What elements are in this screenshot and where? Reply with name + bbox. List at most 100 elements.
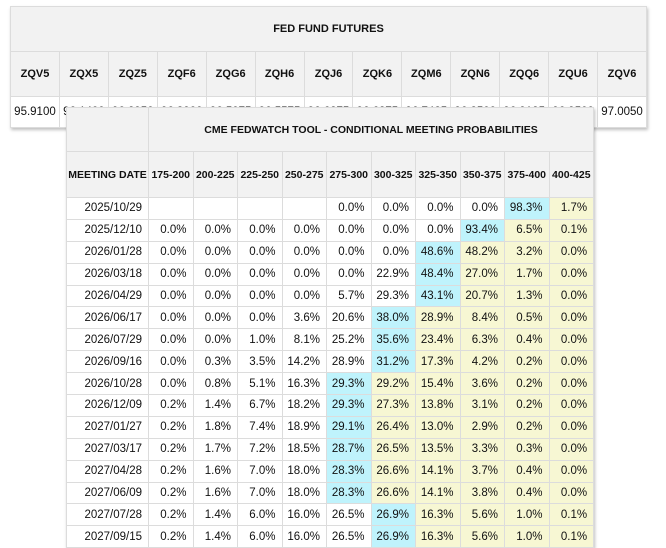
bucket-header: 200-225: [192, 151, 238, 198]
probability-cell: 0.0%: [192, 262, 238, 286]
probability-cell: 6.5%: [504, 218, 550, 242]
probability-cell: 0.0%: [548, 459, 595, 483]
probability-cell: 20.7%: [459, 284, 505, 308]
table-row: 2026/10/28 0.0% 0.8% 5.1% 16.3% 29.3% 29.2% 15.…: [66, 372, 595, 396]
probability-cell: 0.0%: [548, 394, 595, 417]
probability-cell: 0.0%: [281, 240, 327, 264]
probability-cell: 1.6%: [192, 459, 238, 483]
bucket-header: 300-325: [370, 151, 416, 198]
meeting-date: 2026/12/09: [66, 394, 149, 417]
probability-cell: 0.0%: [326, 240, 372, 264]
probability-cell: 15.4%: [415, 372, 461, 396]
probability-cell: 29.1%: [326, 415, 372, 439]
probability-cell: 16.3%: [281, 372, 327, 396]
bucket-header: 225-250: [237, 151, 283, 198]
probability-cell: 7.0%: [237, 459, 283, 483]
probability-cell: 0.3%: [504, 437, 550, 461]
probability-cell: 0.0%: [370, 197, 416, 220]
probability-cell: 0.0%: [192, 306, 238, 330]
futures-code: ZQF6: [156, 51, 207, 97]
probability-cell: 23.4%: [415, 328, 461, 352]
probability-cell: [148, 197, 194, 220]
probability-cell: 0.5%: [504, 306, 550, 330]
probability-cell: 0.0%: [548, 372, 595, 396]
probability-cell: 6.0%: [237, 503, 283, 527]
probability-cell: 0.4%: [504, 459, 550, 483]
meeting-date: 2027/01/27: [66, 415, 149, 439]
probability-cell: 0.0%: [148, 218, 194, 242]
probability-cell: [281, 197, 327, 220]
probability-cell: 28.3%: [326, 459, 372, 483]
probability-cell: 7.0%: [237, 481, 283, 505]
probability-cell: 0.8%: [192, 372, 238, 396]
futures-price: 95.9100: [10, 96, 60, 128]
probability-cell: 0.0%: [192, 284, 238, 308]
probability-cell: 26.5%: [326, 503, 372, 527]
futures-price: 97.0050: [597, 96, 647, 128]
probability-cell: 1.7%: [192, 437, 238, 461]
probability-cell: [192, 197, 238, 220]
probability-cell: 0.4%: [504, 328, 550, 352]
probability-cell: 18.5%: [281, 437, 327, 461]
probability-cell: 14.2%: [281, 350, 327, 374]
probability-cell: 3.6%: [281, 306, 327, 330]
probability-cell: 26.4%: [370, 415, 416, 439]
probability-cell: 0.3%: [192, 350, 238, 374]
meeting-date: 2026/03/18: [66, 262, 149, 286]
table-row: 2027/04/28 0.2% 1.6% 7.0% 18.0% 28.3% 26.6% 14.…: [66, 459, 595, 483]
probability-cell: 0.0%: [192, 240, 238, 264]
probability-cell: 2.9%: [459, 415, 505, 439]
probability-cell: 16.3%: [415, 503, 461, 527]
probability-cell: 0.0%: [370, 218, 416, 242]
probability-cell: 1.4%: [192, 394, 238, 417]
probability-cell: 0.0%: [548, 240, 595, 264]
probabilities-title: CME FEDWATCH TOOL - CONDITIONAL MEETING …: [147, 107, 595, 152]
futures-code: ZQU6: [548, 51, 599, 97]
probability-cell: 0.0%: [459, 197, 505, 220]
probability-cell: 0.2%: [148, 437, 194, 461]
probability-cell: 0.2%: [504, 372, 550, 396]
probability-cell: 29.3%: [326, 394, 372, 417]
probability-cell: 0.0%: [237, 306, 283, 330]
probability-cell: 26.6%: [370, 459, 416, 483]
probability-cell: 3.1%: [459, 394, 505, 417]
probability-cell: 35.6%: [370, 328, 416, 352]
probability-cell: 13.0%: [415, 415, 461, 439]
probability-cell: 13.8%: [415, 394, 461, 417]
probability-cell: 17.3%: [415, 350, 461, 374]
probability-cell: 3.8%: [459, 481, 505, 505]
meeting-date: 2027/03/17: [66, 437, 149, 461]
probability-cell: 3.2%: [504, 240, 550, 264]
probability-cell: 38.0%: [370, 306, 416, 330]
probability-cell: 3.6%: [459, 372, 505, 396]
bucket-header: 250-275: [281, 151, 327, 198]
probability-cell: 0.0%: [237, 240, 283, 264]
probability-cell: 0.4%: [504, 481, 550, 505]
probability-cell: 26.9%: [370, 503, 416, 527]
probability-cell: 1.7%: [548, 197, 595, 220]
probability-cell: 0.2%: [148, 459, 194, 483]
meeting-date: 2027/06/09: [66, 481, 149, 505]
table-row: 2026/04/29 0.0% 0.0% 0.0% 0.0% 5.7% 29.3% 43.1%…: [66, 284, 595, 308]
probability-cell: 0.0%: [237, 262, 283, 286]
probability-cell: 0.0%: [548, 306, 595, 330]
probability-cell: 0.0%: [192, 218, 238, 242]
bucket-header: 175-200: [148, 151, 194, 198]
probability-cell: 1.8%: [192, 415, 238, 439]
probability-cell: 13.5%: [415, 437, 461, 461]
meeting-date: 2027/04/28: [66, 459, 149, 483]
futures-code: ZQX5: [58, 51, 109, 97]
meeting-date: 2025/10/29: [66, 197, 149, 220]
meeting-date: 2026/06/17: [66, 306, 149, 330]
probability-cell: 48.4%: [415, 262, 461, 286]
probability-cell: 0.0%: [415, 197, 461, 220]
probability-cell: 7.2%: [237, 437, 283, 461]
probability-cell: 0.0%: [281, 284, 327, 308]
probability-cell: 1.6%: [192, 481, 238, 505]
probability-cell: 0.0%: [326, 197, 372, 220]
probability-cell: 0.0%: [326, 262, 372, 286]
meeting-date: 2025/12/10: [66, 218, 149, 242]
probability-cell: 0.2%: [148, 503, 194, 527]
probability-cell: 1.4%: [192, 503, 238, 527]
futures-code: ZQM6: [401, 51, 452, 97]
